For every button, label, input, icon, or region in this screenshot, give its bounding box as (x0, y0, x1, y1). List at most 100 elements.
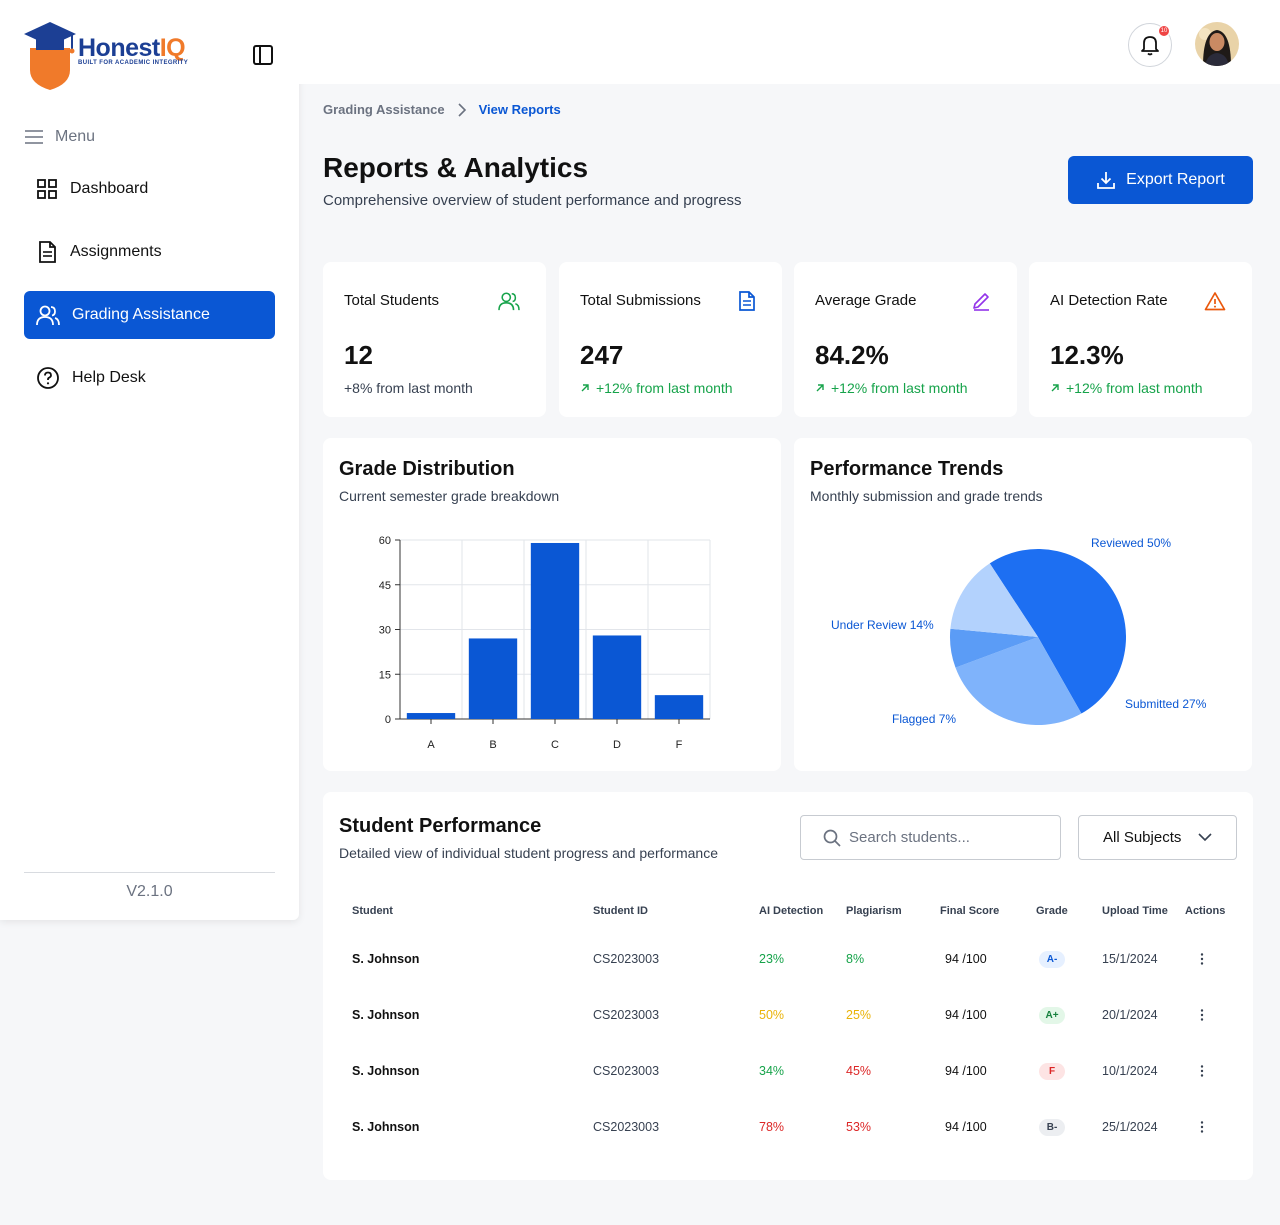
stat-delta: +12% from last month (815, 380, 968, 396)
sidebar-item-label: Help Desk (72, 369, 146, 386)
user-avatar[interactable] (1195, 22, 1239, 66)
sidebar-toggle-button[interactable] (252, 44, 274, 66)
more-vertical-icon[interactable] (1199, 1120, 1205, 1134)
pencil-icon (973, 293, 989, 311)
stat-delta: +12% from last month (580, 380, 733, 396)
table-row[interactable]: S. Johnson CS2023003 23% 8% 94 /100 A- 15/1/20… (323, 931, 1253, 987)
stat-card-total-submissions: Total Submissions 247 +12% from last mon… (559, 262, 782, 417)
cell-ai-detection: 34% (759, 1064, 785, 1078)
cell-ai-detection: 78% (759, 1120, 785, 1134)
stat-label: Total Submissions (580, 292, 701, 309)
cell-student-id: CS2023003 (593, 1064, 660, 1078)
bar-C[interactable] (530, 542, 580, 719)
grade-distribution-chart: 0 15 30 45 60 A B C D F (379, 535, 711, 751)
cell-actions[interactable] (1199, 987, 1205, 1043)
pie-label: Under Review 14% (831, 618, 934, 632)
performance-trends-chart: Reviewed 50% Submitted 27% Flagged 7% Under… (831, 536, 1207, 726)
cell-grade: A+ (1039, 987, 1065, 1043)
column-header-student[interactable]: Student (352, 905, 393, 917)
breadcrumb-view-reports[interactable]: View Reports (478, 102, 561, 117)
sidebar-item-dashboard[interactable]: Dashboard (24, 165, 275, 213)
sidebar-item-grading-assistance[interactable]: Grading Assistance (24, 291, 275, 339)
stat-delta-text: +12% from last month (831, 380, 968, 396)
cell-actions[interactable] (1199, 1099, 1205, 1155)
logo-text: HonestIQ (78, 34, 186, 62)
performance-trends-subtitle: Monthly submission and grade trends (810, 488, 1043, 504)
table-row[interactable]: S. Johnson CS2023003 50% 25% 94 /100 A+ 20/1/2… (323, 987, 1253, 1043)
stat-value: 84.2% (815, 340, 889, 370)
arrow-up-right-icon (1051, 384, 1059, 392)
more-vertical-icon[interactable] (1199, 952, 1205, 966)
avatar-image (1195, 22, 1239, 66)
logo[interactable]: HonestIQ BUILT FOR ACADEMIC INTEGRITY (24, 22, 214, 92)
column-header-plagiarism[interactable]: Plagiarism (846, 905, 902, 917)
sidebar: HonestIQ BUILT FOR ACADEMIC INTEGRITY Me… (0, 0, 299, 920)
column-header-student-id[interactable]: Student ID (593, 905, 648, 917)
cell-student-id: CS2023003 (593, 1008, 660, 1022)
breadcrumb: Grading Assistance View Reports (323, 102, 561, 117)
file-text-icon (739, 291, 755, 311)
pie-slice[interactable] (989, 548, 1126, 714)
breadcrumb-grading-assistance[interactable]: Grading Assistance (323, 102, 445, 117)
search-students-input[interactable] (849, 829, 1049, 846)
pie-slice[interactable] (955, 637, 1082, 725)
export-report-button[interactable]: Export Report (1068, 156, 1253, 204)
table-row[interactable]: S. Johnson CS2023003 78% 53% 94 /100 B- 25/1/2… (323, 1099, 1253, 1155)
sidebar-item-assignments[interactable]: Assignments (24, 228, 275, 276)
cell-plagiarism: 25% (846, 1008, 872, 1022)
column-header-grade[interactable]: Grade (1036, 905, 1068, 917)
stat-value: 247 (580, 340, 624, 370)
pie-label: Reviewed 50% (1091, 536, 1171, 550)
grade-distribution-title: Grade Distribution (339, 458, 515, 480)
stat-value: 12 (344, 340, 373, 370)
table-row[interactable]: S. Johnson CS2023003 34% 45% 94 /100 F 10/1/20… (323, 1043, 1253, 1099)
cell-upload-time: 25/1/2024 (1102, 1120, 1158, 1134)
column-header-final-score[interactable]: Final Score (940, 905, 1000, 917)
column-header-ai-detection[interactable]: AI Detection (759, 905, 824, 917)
cell-actions[interactable] (1199, 1043, 1205, 1099)
student-performance-card: Student Performance Detailed view of ind… (323, 792, 1253, 1180)
grade-badge: F (1039, 1062, 1065, 1080)
document-icon (39, 241, 56, 263)
cell-actions[interactable] (1199, 931, 1205, 987)
bar-F[interactable] (654, 695, 704, 719)
notification-badge: 10 (1158, 25, 1170, 37)
performance-trends-card: Performance Trends Monthly submission an… (794, 438, 1252, 771)
student-performance-title: Student Performance (339, 815, 542, 837)
cell-grade: B- (1039, 1099, 1065, 1155)
menu-heading: Menu (25, 128, 95, 146)
subject-filter-select[interactable]: All Subjects (1078, 815, 1237, 860)
top-bar: 10 (299, 0, 1280, 84)
cell-grade: F (1039, 1043, 1065, 1099)
column-header-upload-time[interactable]: Upload Time (1102, 905, 1168, 917)
grade-badge: A+ (1039, 1006, 1065, 1024)
pie-slice[interactable] (950, 628, 1038, 668)
column-header-actions: Actions (1185, 905, 1226, 917)
notifications-button[interactable]: 10 (1128, 23, 1172, 67)
bar-B[interactable] (468, 638, 518, 719)
bar-D[interactable] (592, 635, 642, 719)
stat-delta: +12% from last month (1050, 380, 1203, 396)
page-title: Reports & Analytics (323, 152, 589, 183)
arrow-up-right-icon (816, 384, 824, 392)
search-icon (823, 829, 841, 847)
y-tick-label: 45 (379, 580, 391, 592)
grade-distribution-subtitle: Current semester grade breakdown (339, 488, 560, 504)
pie-slice[interactable] (950, 563, 1038, 637)
cell-student-name: S. Johnson (352, 1064, 420, 1078)
users-icon (498, 292, 520, 311)
bar-A[interactable] (406, 713, 456, 719)
sidebar-item-help-desk[interactable]: Help Desk (24, 354, 275, 402)
bell-icon (1141, 36, 1159, 56)
grade-badge: B- (1039, 1118, 1065, 1136)
more-vertical-icon[interactable] (1199, 1008, 1205, 1022)
sidebar-item-label: Grading Assistance (72, 306, 210, 323)
cell-final-score: 94 /100 (945, 1064, 987, 1078)
x-tick-label: C (551, 739, 559, 751)
stat-label: Average Grade (815, 292, 917, 309)
subject-filter-value: All Subjects (1103, 829, 1182, 846)
cell-final-score: 94 /100 (945, 1008, 987, 1022)
grade-distribution-card: Grade Distribution Current semester grad… (323, 438, 781, 771)
cell-student-name: S. Johnson (352, 1120, 420, 1134)
more-vertical-icon[interactable] (1199, 1064, 1205, 1078)
